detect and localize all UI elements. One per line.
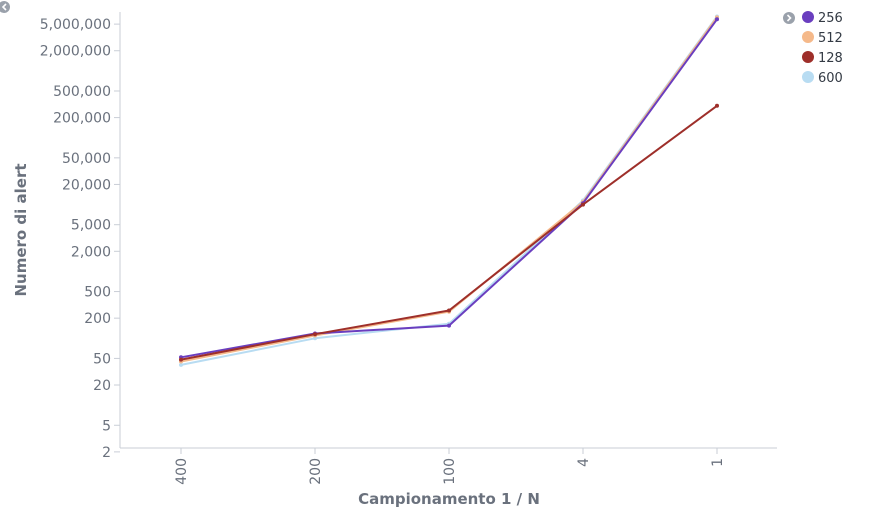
- y-tick-label: 5,000: [71, 218, 111, 234]
- legend-swatch-512[interactable]: [802, 31, 814, 43]
- data-point-256[interactable]: [447, 323, 451, 328]
- legend: 256 512 128 600: [783, 11, 843, 86]
- y-tick-label: 200,000: [53, 111, 111, 127]
- x-tick-label: 100: [442, 458, 458, 485]
- data-point-600[interactable]: [179, 362, 183, 367]
- x-tick-label: 400: [174, 458, 190, 485]
- y-tick-label: 200: [84, 311, 111, 327]
- data-point-128[interactable]: [179, 357, 183, 362]
- y-tick-label: 500: [84, 285, 111, 301]
- y-tick-label: 2,000,000: [40, 44, 111, 60]
- y-tick-label: 5,000,000: [40, 17, 111, 33]
- x-tick-label: 1: [710, 458, 726, 467]
- y-tick-label: 2,000: [71, 244, 111, 260]
- legend-label-600[interactable]: 600: [818, 71, 843, 86]
- y-tick-label: 50: [93, 351, 111, 367]
- legend-label-256[interactable]: 256: [818, 11, 843, 26]
- legend-swatch-128[interactable]: [802, 51, 814, 63]
- legend-label-512[interactable]: 512: [818, 31, 843, 46]
- legend-swatch-256[interactable]: [802, 11, 814, 23]
- legend-swatch-600[interactable]: [802, 71, 814, 83]
- series-line-128[interactable]: [180, 104, 718, 361]
- data-point-600[interactable]: [313, 336, 317, 341]
- y-tick-label: 500,000: [53, 84, 111, 100]
- data-point-128[interactable]: [447, 308, 451, 313]
- data-point-128[interactable]: [715, 103, 719, 108]
- collapse-chevron-icon[interactable]: [0, 1, 10, 13]
- data-point-128[interactable]: [313, 332, 317, 337]
- y-tick-label: 20,000: [62, 177, 111, 193]
- series-line-256[interactable]: [180, 18, 718, 359]
- legend-toggle-chevron-icon[interactable]: [783, 12, 795, 24]
- x-axis-ticks: 400 200 100 4 1: [174, 448, 726, 485]
- y-axis-title: Numero di alert: [12, 163, 30, 296]
- x-axis-title: Campionamento 1 / N: [358, 490, 540, 508]
- x-tick-label: 200: [308, 458, 324, 485]
- y-tick-label: 2: [102, 445, 111, 461]
- y-tick-label: 50,000: [62, 151, 111, 167]
- data-point-256[interactable]: [715, 17, 719, 22]
- y-tick-label: 20: [93, 378, 111, 394]
- legend-label-128[interactable]: 128: [818, 51, 843, 66]
- x-tick-label: 4: [576, 458, 592, 467]
- y-axis-ticks: 5,000,000 2,000,000 500,000 200,000 50,000 20…: [40, 17, 120, 461]
- series-lines: [179, 14, 719, 367]
- data-point-128[interactable]: [581, 202, 585, 207]
- y-tick-label: 5: [102, 418, 111, 434]
